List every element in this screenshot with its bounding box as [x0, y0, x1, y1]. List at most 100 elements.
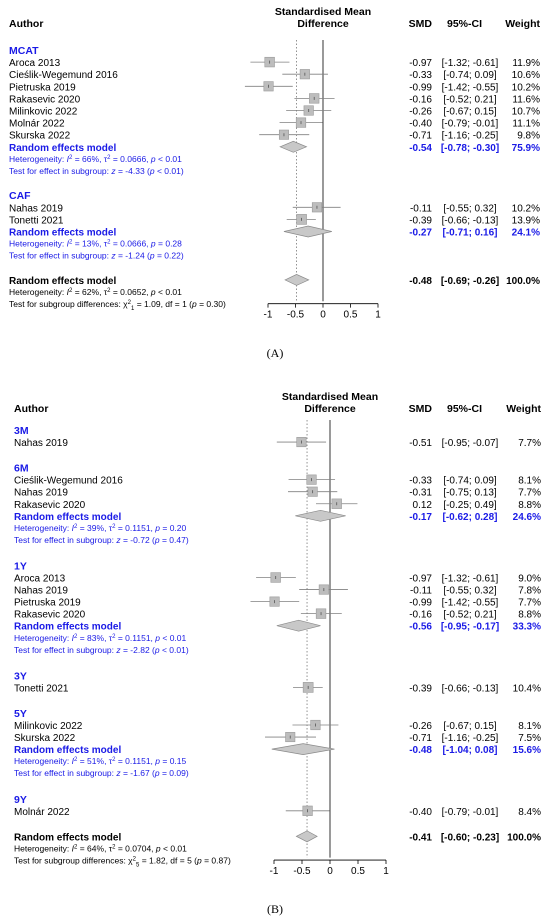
overall-ci: [-0.69; -0.26] [441, 276, 499, 287]
pooled-diamond [279, 140, 308, 153]
pooled-smd: -0.48 [409, 745, 432, 756]
pooled-weight: 75.9% [512, 143, 540, 154]
pooled-smd: -0.56 [409, 622, 432, 633]
pooled-weight: 15.6% [513, 745, 541, 756]
study-smd: -0.26 [409, 107, 432, 118]
x-axis-tick-label: 0.5 [351, 866, 365, 877]
study-label: Nahas 2019 [14, 586, 68, 597]
study-label: Rakasevic 2020 [14, 500, 86, 511]
x-axis-tick-label: -1 [264, 310, 273, 321]
study-ci: [-0.55; 0.32] [443, 203, 497, 214]
x-axis-tick-label: 0 [320, 310, 326, 321]
study-label: Skurska 2022 [9, 131, 71, 142]
subgroup-statistics-note: Heterogeneity: I2 = 39%, τ2 = 0.1151, p … [14, 523, 187, 533]
study-smd: -0.31 [409, 488, 432, 499]
x-axis-tick-label: -1 [270, 866, 279, 877]
header-smd-title-line2: Difference [297, 18, 349, 30]
header-ci: 95%-CI [447, 18, 482, 30]
study-weight: 7.8% [518, 586, 541, 597]
subgroup-label: CAF [9, 190, 31, 202]
study-weight: 8.1% [518, 476, 541, 487]
study-weight: 8.4% [518, 807, 541, 818]
overall-statistics-note: Test for subgroup differences: χ21 = 1.0… [9, 299, 226, 312]
pooled-weight: 33.3% [513, 622, 541, 633]
overall-statistics-note: Heterogeneity: I2 = 64%, τ2 = 0.0704, p … [14, 843, 187, 853]
header-smd: SMD [409, 18, 433, 30]
study-weight: 10.7% [512, 107, 540, 118]
study-smd: -0.39 [409, 683, 432, 694]
subgroup-statistics-note: Test for effect in subgroup: z = -1.67 (… [14, 768, 189, 778]
header-author: Author [14, 403, 48, 415]
study-ci: [-0.79; -0.01] [442, 119, 499, 130]
study-weight: 7.7% [518, 488, 541, 499]
study-label: Pietruska 2019 [14, 598, 81, 609]
study-ci: [-0.55; 0.32] [443, 586, 497, 597]
pooled-model-label: Random effects model [14, 512, 121, 523]
x-axis-tick-label: 1 [375, 310, 381, 321]
study-label: Nahas 2019 [9, 203, 63, 214]
study-smd: -0.40 [409, 807, 432, 818]
study-ci: [-1.16; -0.25] [442, 131, 499, 142]
pooled-model-label: Random effects model [9, 143, 116, 154]
subgroup-statistics-note: Test for effect in subgroup: z = -2.82 (… [14, 645, 189, 655]
study-label: Aroca 2013 [14, 574, 66, 585]
study-label: Nahas 2019 [14, 438, 68, 449]
study-weight: 7.5% [518, 733, 541, 744]
header-weight: Weight [506, 403, 541, 415]
study-smd: -0.16 [409, 94, 432, 105]
subgroup-statistics-note: Heterogeneity: I2 = 51%, τ2 = 0.1151, p … [14, 756, 187, 766]
study-smd: -0.99 [409, 598, 432, 609]
pooled-weight: 24.1% [512, 228, 540, 239]
header-author: Author [9, 18, 43, 30]
study-weight: 13.9% [512, 215, 540, 226]
subgroup-statistics-note: Test for effect in subgroup: z = -4.33 (… [9, 166, 184, 176]
subgroup-label: 3Y [14, 670, 27, 682]
overall-diamond [295, 830, 318, 843]
overall-smd: -0.48 [409, 276, 432, 287]
study-label: Aroca 2013 [9, 58, 61, 69]
header-smd-title-line1: Standardised Mean [275, 6, 371, 18]
subgroup-label: 1Y [14, 560, 27, 572]
x-axis-tick-label: 0.5 [344, 310, 358, 321]
study-ci: [-0.74; 0.09] [443, 70, 497, 81]
study-weight: 8.8% [518, 500, 541, 511]
overall-smd: -0.41 [409, 832, 432, 843]
pooled-ci: [-0.78; -0.30] [441, 143, 499, 154]
study-smd: -0.51 [409, 438, 432, 449]
pooled-ci: [-1.04; 0.08] [442, 745, 497, 756]
overall-model-label: Random effects model [9, 276, 116, 287]
study-smd: -0.40 [409, 119, 432, 130]
pooled-model-label: Random effects model [14, 745, 121, 756]
pooled-diamond [276, 619, 321, 632]
study-smd: -0.33 [409, 70, 432, 81]
study-smd: -0.71 [409, 733, 432, 744]
study-ci: [-1.42; -0.55] [442, 598, 499, 609]
study-ci: [-0.95; -0.07] [442, 438, 499, 449]
subgroup-statistics-note: Heterogeneity: I2 = 13%, τ2 = 0.0666, p … [9, 239, 182, 249]
study-weight: 7.7% [518, 438, 541, 449]
study-weight: 9.8% [517, 131, 540, 142]
pooled-smd: -0.17 [409, 512, 432, 523]
panel-label-a: (A) [266, 346, 284, 360]
pooled-weight: 24.6% [513, 512, 541, 523]
pooled-model-label: Random effects model [9, 228, 116, 239]
x-axis-tick-label: 1 [383, 866, 389, 877]
study-ci: [-1.42; -0.55] [442, 82, 499, 93]
overall-diamond [284, 274, 310, 286]
study-label: Rakasevic 2020 [14, 610, 86, 621]
pooled-smd: -0.54 [409, 143, 432, 154]
study-ci: [-0.67; 0.15] [443, 107, 497, 118]
study-ci: [-0.74; 0.09] [443, 476, 497, 487]
study-ci: [-0.52; 0.21] [443, 94, 497, 105]
subgroup-statistics-note: Test for effect in subgroup: z = -0.72 (… [14, 535, 189, 545]
subgroup-label: 3M [14, 425, 29, 437]
subgroup-label: 5Y [14, 708, 27, 720]
x-axis-tick-label: -0.5 [287, 310, 305, 321]
pooled-diamond [283, 225, 332, 238]
study-label: Skurska 2022 [14, 733, 76, 744]
study-weight: 11.9% [512, 58, 540, 69]
study-label: Pietruska 2019 [9, 82, 76, 93]
